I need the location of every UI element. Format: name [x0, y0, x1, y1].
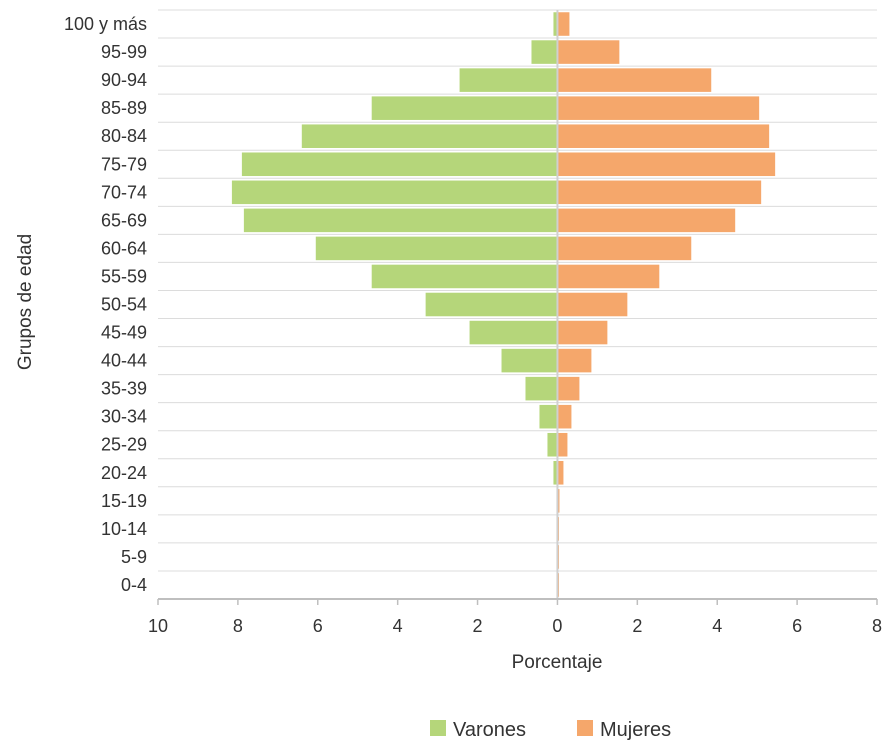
- y-tick-label: 30-34: [101, 407, 147, 427]
- bar-mujeres: [557, 40, 620, 64]
- y-tick-label: 95-99: [101, 42, 147, 62]
- x-tick-label: 0: [552, 616, 562, 636]
- x-tick-label: 8: [872, 616, 882, 636]
- bar-varones: [371, 264, 558, 289]
- bar-varones: [539, 404, 558, 429]
- bar-mujeres: [557, 208, 736, 233]
- y-tick-label: 70-74: [101, 182, 147, 202]
- y-tick-label: 35-39: [101, 379, 147, 399]
- y-tick-label: 65-69: [101, 210, 147, 230]
- x-tick-label: 10: [148, 616, 168, 636]
- bar-mujeres: [557, 236, 692, 261]
- y-tick-label: 45-49: [101, 323, 147, 343]
- bar-varones: [547, 432, 558, 457]
- bar-mujeres: [557, 292, 628, 317]
- bar-mujeres: [557, 152, 776, 177]
- x-tick-label: 2: [632, 616, 642, 636]
- bar-mujeres: [557, 376, 580, 401]
- legend-swatch-varones: [430, 720, 446, 736]
- y-tick-label: 10-14: [101, 519, 147, 539]
- bar-varones: [371, 96, 558, 120]
- bar-varones: [301, 124, 558, 148]
- bar-mujeres: [557, 404, 572, 429]
- legend: Varones Mujeres: [430, 719, 671, 741]
- bar-varones: [531, 40, 558, 64]
- bar-mujeres: [557, 12, 570, 36]
- bars-group: [231, 12, 776, 597]
- y-tick-label: 60-64: [101, 238, 147, 258]
- x-axis-title: Porcentaje: [512, 652, 603, 673]
- x-tick-label: 4: [393, 616, 403, 636]
- bar-mujeres: [557, 96, 760, 120]
- bar-mujeres: [557, 320, 608, 345]
- y-tick-label: 55-59: [101, 266, 147, 286]
- x-tick-label: 6: [792, 616, 802, 636]
- bar-mujeres: [557, 432, 568, 457]
- x-tick-label: 6: [313, 616, 323, 636]
- y-tick-labels: 100 y más 95-99 90-94 85-89 80-84 75-79 70-74 6…: [64, 14, 147, 595]
- y-tick-label: 0-4: [121, 575, 147, 595]
- bar-varones: [501, 348, 558, 373]
- y-tick-label: 100 y más: [64, 14, 147, 34]
- bar-varones: [243, 208, 558, 233]
- bar-mujeres: [557, 348, 592, 373]
- bar-varones: [459, 68, 558, 92]
- grid-lines: [158, 9, 877, 572]
- y-tick-label: 50-54: [101, 295, 147, 315]
- y-tick-label: 5-9: [121, 547, 147, 567]
- x-tick-label: 4: [712, 616, 722, 636]
- bar-mujeres: [557, 68, 712, 92]
- axes-group: [157, 10, 878, 605]
- bar-mujeres: [557, 180, 762, 205]
- y-tick-label: 85-89: [101, 98, 147, 118]
- y-tick-label: 20-24: [101, 463, 147, 483]
- y-tick-label: 15-19: [101, 491, 147, 511]
- legend-label-varones: Varones: [453, 719, 526, 741]
- x-tick-labels: 10 8 6 4 2 0 2 4 6 8: [148, 616, 882, 636]
- y-tick-label: 80-84: [101, 126, 147, 146]
- legend-label-mujeres: Mujeres: [600, 719, 671, 741]
- bar-varones: [315, 236, 558, 261]
- y-tick-label: 90-94: [101, 70, 147, 90]
- x-tick-label: 2: [473, 616, 483, 636]
- y-tick-label: 40-44: [101, 351, 147, 371]
- y-axis-title: Grupos de edad: [15, 234, 36, 370]
- bar-mujeres: [557, 264, 660, 289]
- bar-varones: [553, 461, 558, 485]
- bar-varones: [231, 180, 558, 205]
- bar-varones: [553, 12, 558, 36]
- bar-varones: [425, 292, 558, 317]
- bar-varones: [241, 152, 558, 177]
- legend-swatch-mujeres: [577, 720, 593, 736]
- bar-mujeres: [557, 124, 770, 148]
- bar-varones: [525, 376, 558, 401]
- y-tick-label: 25-29: [101, 435, 147, 455]
- y-tick-label: 75-79: [101, 154, 147, 174]
- bar-mujeres: [557, 461, 564, 485]
- bar-varones: [469, 320, 558, 345]
- x-tick-label: 8: [233, 616, 243, 636]
